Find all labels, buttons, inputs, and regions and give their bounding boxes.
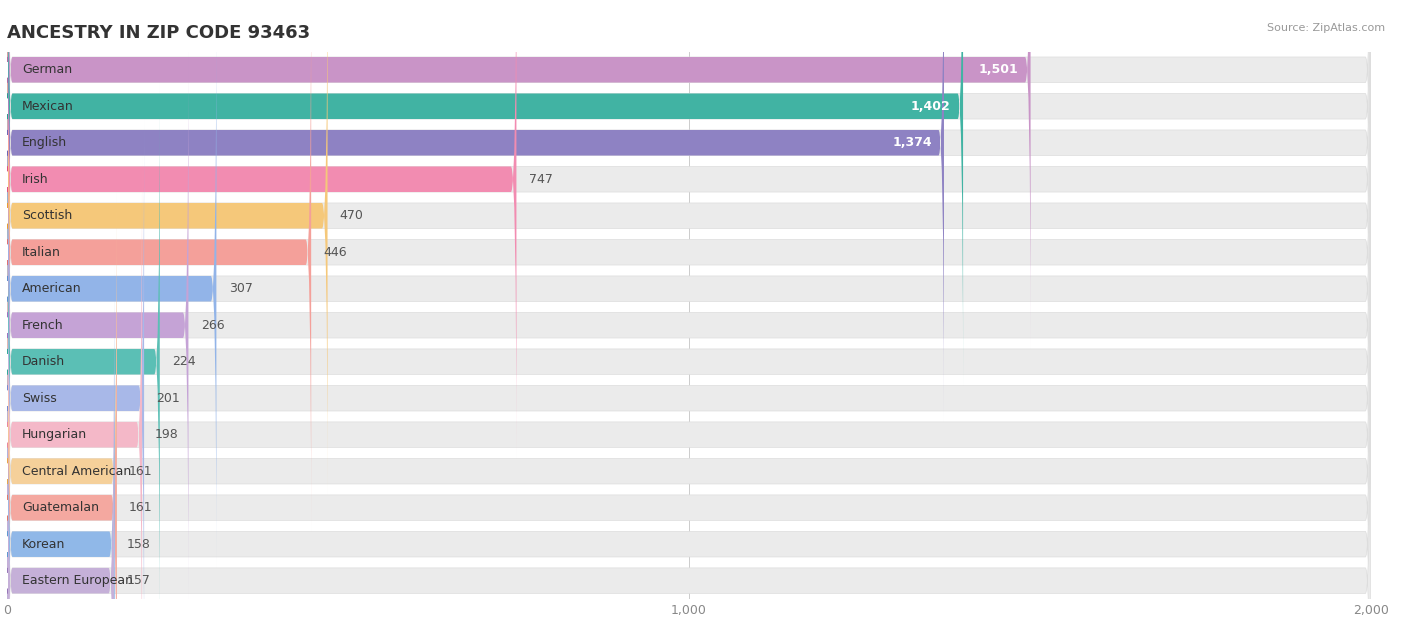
FancyBboxPatch shape [7,0,1371,459]
FancyBboxPatch shape [7,192,1371,644]
Text: 747: 747 [529,173,553,185]
Text: Italian: Italian [22,246,60,259]
FancyBboxPatch shape [7,119,143,644]
FancyBboxPatch shape [7,10,217,568]
Text: 157: 157 [127,574,150,587]
FancyBboxPatch shape [7,82,1371,641]
FancyBboxPatch shape [7,265,1371,644]
FancyBboxPatch shape [7,0,1371,385]
FancyBboxPatch shape [7,0,516,459]
Text: 446: 446 [323,246,347,259]
FancyBboxPatch shape [7,0,1371,422]
Text: Mexican: Mexican [22,100,73,113]
FancyBboxPatch shape [7,155,142,644]
Text: Swiss: Swiss [22,392,56,404]
Text: Danish: Danish [22,355,65,368]
Text: Irish: Irish [22,173,49,185]
FancyBboxPatch shape [7,0,963,385]
Text: 266: 266 [201,319,225,332]
FancyBboxPatch shape [7,46,188,604]
FancyBboxPatch shape [7,229,117,644]
FancyBboxPatch shape [7,0,1371,349]
Text: Central American: Central American [22,465,131,478]
FancyBboxPatch shape [7,192,117,644]
Text: Hungarian: Hungarian [22,428,87,441]
Text: Scottish: Scottish [22,209,72,222]
FancyBboxPatch shape [7,155,1371,644]
FancyBboxPatch shape [7,229,1371,644]
FancyBboxPatch shape [7,301,114,644]
Text: Source: ZipAtlas.com: Source: ZipAtlas.com [1267,23,1385,33]
FancyBboxPatch shape [7,10,1371,568]
Text: English: English [22,137,67,149]
Text: 201: 201 [156,392,180,404]
Text: German: German [22,63,72,76]
Text: French: French [22,319,63,332]
Text: Korean: Korean [22,538,66,551]
Text: Guatemalan: Guatemalan [22,501,98,514]
FancyBboxPatch shape [7,265,115,644]
FancyBboxPatch shape [7,0,311,531]
Text: 224: 224 [172,355,195,368]
FancyBboxPatch shape [7,0,1031,349]
FancyBboxPatch shape [7,82,160,641]
Text: 470: 470 [340,209,364,222]
FancyBboxPatch shape [7,119,1371,644]
Text: 198: 198 [155,428,179,441]
Text: 307: 307 [229,282,253,295]
FancyBboxPatch shape [7,301,1371,644]
Text: 1,501: 1,501 [979,63,1018,76]
FancyBboxPatch shape [7,0,328,495]
Text: 1,402: 1,402 [911,100,950,113]
FancyBboxPatch shape [7,0,1371,531]
Text: 161: 161 [129,501,153,514]
Text: 158: 158 [127,538,150,551]
FancyBboxPatch shape [7,0,943,422]
Text: ANCESTRY IN ZIP CODE 93463: ANCESTRY IN ZIP CODE 93463 [7,24,311,42]
FancyBboxPatch shape [7,46,1371,604]
Text: American: American [22,282,82,295]
Text: 1,374: 1,374 [891,137,932,149]
Text: Eastern European: Eastern European [22,574,134,587]
FancyBboxPatch shape [7,0,1371,495]
Text: 161: 161 [129,465,153,478]
